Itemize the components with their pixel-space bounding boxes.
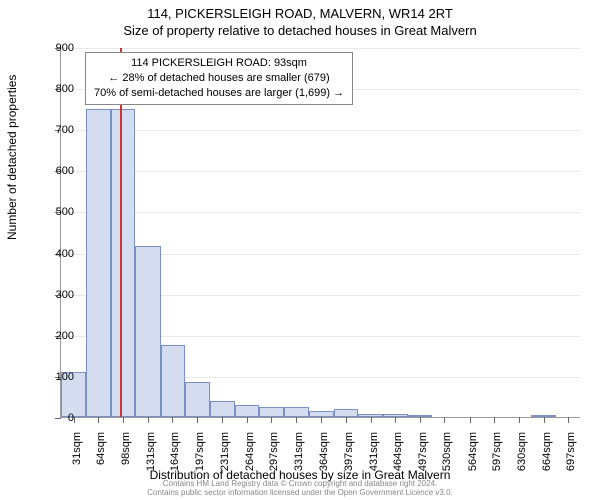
histogram-bar — [334, 409, 359, 417]
x-tick-label: 164sqm — [169, 432, 181, 472]
histogram-bar — [210, 401, 235, 417]
x-tick — [197, 417, 198, 423]
x-tick — [172, 417, 173, 423]
x-tick — [470, 417, 471, 423]
x-tick-label: 197sqm — [194, 432, 206, 472]
chart-title-main: 114, PICKERSLEIGH ROAD, MALVERN, WR14 2R… — [0, 0, 600, 21]
histogram-bar — [111, 109, 136, 417]
x-tick — [148, 417, 149, 423]
x-tick-label: 431sqm — [368, 432, 380, 472]
histogram-bar — [161, 345, 186, 417]
info-line-3: 70% of semi-detached houses are larger (… — [94, 86, 344, 101]
x-tick — [444, 417, 445, 423]
x-tick — [395, 417, 396, 423]
x-tick — [346, 417, 347, 423]
y-tick-label: 700 — [44, 124, 74, 136]
x-tick-label: 264sqm — [244, 432, 256, 472]
x-tick-label: 464sqm — [392, 432, 404, 472]
x-tick — [296, 417, 297, 423]
x-tick-label: 297sqm — [268, 432, 280, 472]
histogram-bar — [135, 246, 160, 417]
y-tick-label: 100 — [44, 371, 74, 383]
histogram-bar — [284, 407, 309, 417]
x-tick-label: 31sqm — [71, 432, 83, 472]
x-tick-label: 530sqm — [441, 432, 453, 472]
x-tick-label: 697sqm — [565, 432, 577, 472]
x-tick — [321, 417, 322, 423]
x-tick-label: 497sqm — [417, 432, 429, 472]
info-line-1: 114 PICKERSLEIGH ROAD: 93sqm — [94, 56, 344, 71]
grid-line — [61, 212, 580, 213]
x-tick — [247, 417, 248, 423]
chart-container: 114, PICKERSLEIGH ROAD, MALVERN, WR14 2R… — [0, 0, 600, 500]
x-tick — [371, 417, 372, 423]
grid-line — [61, 48, 580, 49]
histogram-bar — [185, 382, 210, 417]
x-tick — [98, 417, 99, 423]
footer-line-2: Contains public sector information licen… — [0, 488, 600, 498]
x-tick-label: 364sqm — [318, 432, 330, 472]
footer-line-1: Contains HM Land Registry data © Crown c… — [0, 479, 600, 489]
x-tick-label: 564sqm — [467, 432, 479, 472]
y-tick-label: 500 — [44, 206, 74, 218]
x-tick-label: 231sqm — [219, 432, 231, 472]
x-tick-label: 397sqm — [343, 432, 355, 472]
x-tick — [123, 417, 124, 423]
y-tick-label: 200 — [44, 330, 74, 342]
x-tick — [271, 417, 272, 423]
x-tick — [420, 417, 421, 423]
grid-line — [61, 130, 580, 131]
histogram-bar — [259, 407, 284, 417]
info-box: 114 PICKERSLEIGH ROAD: 93sqm ← 28% of de… — [85, 52, 353, 105]
x-tick-label: 664sqm — [541, 432, 553, 472]
chart-title-sub: Size of property relative to detached ho… — [0, 21, 600, 38]
x-tick-label: 64sqm — [95, 432, 107, 472]
x-tick-label: 98sqm — [120, 432, 132, 472]
x-tick-label: 630sqm — [516, 432, 528, 472]
histogram-bar — [235, 405, 260, 417]
y-tick-label: 800 — [44, 83, 74, 95]
x-tick — [519, 417, 520, 423]
histogram-bar — [86, 109, 111, 417]
x-tick-label: 131sqm — [145, 432, 157, 472]
y-tick-label: 900 — [44, 42, 74, 54]
x-tick — [222, 417, 223, 423]
x-tick-label: 597sqm — [491, 432, 503, 472]
y-axis-title: Number of detached properties — [5, 75, 19, 240]
grid-line — [61, 171, 580, 172]
x-tick — [494, 417, 495, 423]
x-tick — [568, 417, 569, 423]
y-tick-label: 600 — [44, 165, 74, 177]
y-tick-label: 0 — [44, 412, 74, 424]
y-tick-label: 300 — [44, 289, 74, 301]
info-line-2: ← 28% of detached houses are smaller (67… — [94, 71, 344, 86]
x-tick-label: 331sqm — [293, 432, 305, 472]
y-tick-label: 400 — [44, 248, 74, 260]
x-tick — [544, 417, 545, 423]
footer: Contains HM Land Registry data © Crown c… — [0, 479, 600, 498]
